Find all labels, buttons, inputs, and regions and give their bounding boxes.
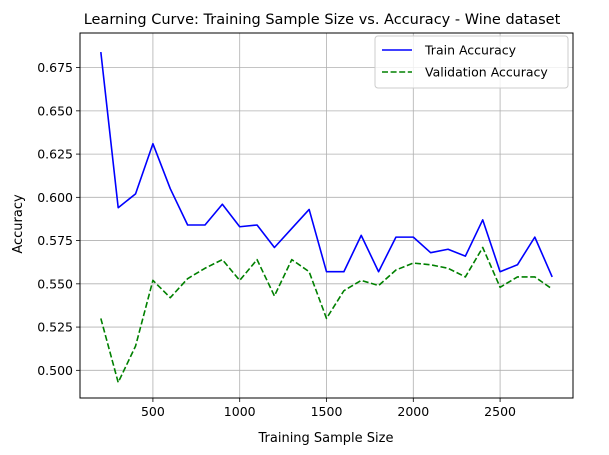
x-tick-label: 2500 <box>484 404 516 419</box>
y-axis-ticks: 0.500 0.525 0.550 0.575 0.600 0.625 0.650 0.675 <box>37 60 80 378</box>
x-axis-ticks: 500 1000 1500 2000 2500 <box>141 398 516 419</box>
y-tick-label: 0.650 <box>37 103 73 118</box>
series-layer <box>100 51 553 384</box>
x-axis-title: Training Sample Size <box>258 431 394 446</box>
y-tick-label: 0.625 <box>37 147 73 162</box>
x-tick-label: 2000 <box>397 404 429 419</box>
validation-accuracy-line <box>100 246 553 384</box>
y-tick-label: 0.675 <box>37 60 73 75</box>
y-tick-label: 0.575 <box>37 233 73 248</box>
grid-lines <box>80 33 573 398</box>
legend-label-train: Train Accuracy <box>424 43 517 58</box>
chart-title: Learning Curve: Training Sample Size vs.… <box>84 12 561 28</box>
y-tick-label: 0.525 <box>37 320 73 335</box>
y-axis-title: Accuracy <box>11 194 26 254</box>
legend: Train Accuracy Validation Accuracy <box>374 35 569 89</box>
x-tick-label: 500 <box>141 404 165 419</box>
y-tick-label: 0.500 <box>37 363 73 378</box>
legend-label-validation: Validation Accuracy <box>425 65 548 80</box>
legend-box <box>374 35 569 89</box>
y-tick-label: 0.600 <box>37 190 73 205</box>
x-tick-label: 1500 <box>311 404 343 419</box>
train-accuracy-line <box>100 51 553 278</box>
x-tick-label: 1000 <box>224 404 256 419</box>
y-tick-label: 0.550 <box>37 276 73 291</box>
